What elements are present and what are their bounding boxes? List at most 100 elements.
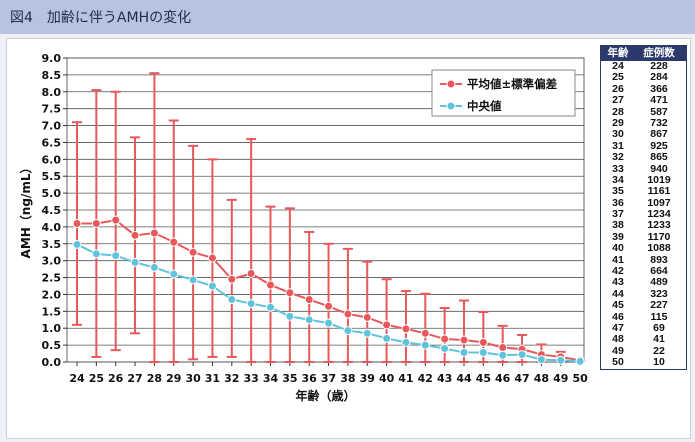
median-point bbox=[459, 348, 469, 358]
table-cell-count: 115 bbox=[650, 310, 668, 323]
median-point bbox=[188, 275, 198, 285]
table-cell-age: 24 bbox=[612, 60, 624, 72]
table-cell-age: 44 bbox=[612, 287, 624, 300]
table-row: 47 69 bbox=[601, 321, 686, 334]
table-row: 35 1161 bbox=[601, 185, 686, 198]
median-point bbox=[91, 249, 101, 259]
header-bar: 図4 加齢に伴うAMHの変化 bbox=[0, 0, 695, 34]
table-cell-count: 664 bbox=[650, 265, 668, 278]
table-cell-count: 1233 bbox=[647, 219, 671, 232]
mean-point bbox=[149, 228, 159, 238]
table-cell-count: 41 bbox=[653, 333, 665, 346]
table-cell-age: 48 bbox=[612, 333, 624, 346]
x-tick-label: 31 bbox=[205, 372, 220, 385]
y-tick-label: 0.0 bbox=[42, 356, 62, 369]
table-cell-count: 284 bbox=[650, 71, 668, 84]
table-cell-age: 39 bbox=[612, 230, 624, 243]
mean-point bbox=[72, 219, 82, 229]
table-row: 48 41 bbox=[601, 333, 686, 346]
y-tick-label: 0.5 bbox=[42, 339, 62, 352]
x-tick-label: 47 bbox=[514, 372, 529, 385]
x-tick-label: 46 bbox=[495, 372, 511, 385]
median-point bbox=[111, 251, 121, 261]
legend-swatch-marker bbox=[446, 79, 456, 89]
table-row: 38 1233 bbox=[601, 219, 686, 232]
table-cell-age: 36 bbox=[612, 196, 624, 209]
x-tick-label: 30 bbox=[185, 372, 201, 385]
table-row: 49 22 bbox=[601, 344, 686, 357]
table-cell-count: 925 bbox=[650, 139, 668, 152]
table-row: 36 1097 bbox=[601, 196, 686, 209]
table-row: 37 1234 bbox=[601, 208, 686, 221]
x-tick-label: 50 bbox=[572, 372, 588, 385]
median-point bbox=[169, 269, 179, 279]
x-tick-label: 34 bbox=[263, 372, 279, 385]
table-cell-count: 489 bbox=[650, 276, 668, 289]
table-cell-age: 49 bbox=[612, 344, 624, 357]
table-row: 41 893 bbox=[601, 254, 686, 266]
median-point bbox=[498, 350, 508, 360]
table-cell-count: 471 bbox=[650, 94, 668, 107]
median-point bbox=[362, 328, 372, 338]
x-tick-label: 33 bbox=[243, 372, 258, 385]
x-tick-label: 44 bbox=[456, 372, 472, 385]
y-tick-label: 8.5 bbox=[42, 69, 62, 82]
table-cell-count: 865 bbox=[650, 151, 668, 164]
median-point bbox=[575, 356, 585, 366]
table-cell-count: 323 bbox=[650, 287, 668, 300]
table-row: 42 664 bbox=[601, 265, 686, 278]
x-tick-label: 37 bbox=[321, 372, 336, 385]
y-tick-label: 5.0 bbox=[42, 187, 62, 200]
median-point bbox=[246, 299, 256, 309]
median-point bbox=[478, 348, 488, 358]
y-tick-label: 4.0 bbox=[42, 221, 62, 234]
table-cell-age: 27 bbox=[612, 94, 624, 107]
mean-point bbox=[111, 215, 121, 225]
median-point bbox=[304, 315, 314, 325]
y-tick-label: 6.0 bbox=[42, 153, 62, 166]
mean-point bbox=[227, 274, 237, 284]
median-point bbox=[420, 340, 430, 350]
mean-point bbox=[130, 230, 140, 240]
table-header-age: 年齢 bbox=[607, 47, 629, 59]
y-tick-label: 2.5 bbox=[42, 272, 62, 285]
x-tick-label: 40 bbox=[379, 372, 395, 385]
table-row: 46 115 bbox=[601, 310, 686, 323]
x-tick-label: 43 bbox=[437, 372, 452, 385]
x-tick-label: 35 bbox=[282, 372, 297, 385]
x-tick-label: 39 bbox=[360, 372, 375, 385]
table-cell-age: 37 bbox=[612, 208, 624, 221]
table-row: 24 228 bbox=[601, 60, 686, 72]
table-row: 34 1019 bbox=[601, 173, 686, 186]
median-point bbox=[324, 318, 334, 328]
mean-point bbox=[401, 324, 411, 334]
legend-box bbox=[431, 69, 576, 117]
y-tick-label: 3.0 bbox=[42, 255, 62, 268]
table-row: 31 925 bbox=[601, 139, 686, 152]
mean-point bbox=[362, 312, 372, 322]
x-tick-label: 48 bbox=[534, 372, 549, 385]
table-header-count: 症例数 bbox=[643, 47, 675, 59]
legend-label: 中央値 bbox=[467, 99, 502, 113]
table-cell-age: 40 bbox=[612, 242, 624, 255]
x-tick-label: 26 bbox=[108, 372, 124, 385]
median-point bbox=[207, 281, 217, 291]
x-tick-label: 29 bbox=[166, 372, 181, 385]
x-tick-label: 28 bbox=[147, 372, 162, 385]
table-row: 39 1170 bbox=[601, 230, 686, 243]
mean-point bbox=[498, 342, 508, 352]
page-title: 図4 加齢に伴うAMHの変化 bbox=[10, 10, 192, 26]
legend-label: 平均値±標準偏差 bbox=[467, 77, 558, 91]
y-tick-label: 1.5 bbox=[42, 305, 62, 318]
table-row: 50 10 bbox=[601, 356, 686, 369]
mean-point bbox=[382, 320, 392, 330]
table-cell-count: 10 bbox=[653, 356, 665, 369]
table-cell-age: 47 bbox=[612, 321, 624, 334]
x-tick-label: 38 bbox=[340, 372, 355, 385]
table-cell-age: 34 bbox=[612, 173, 624, 186]
table-cell-count: 22 bbox=[653, 344, 665, 357]
table-cell-count: 1161 bbox=[647, 185, 671, 198]
mean-point bbox=[478, 337, 488, 347]
mean-point bbox=[188, 247, 198, 257]
mean-point bbox=[91, 219, 101, 229]
